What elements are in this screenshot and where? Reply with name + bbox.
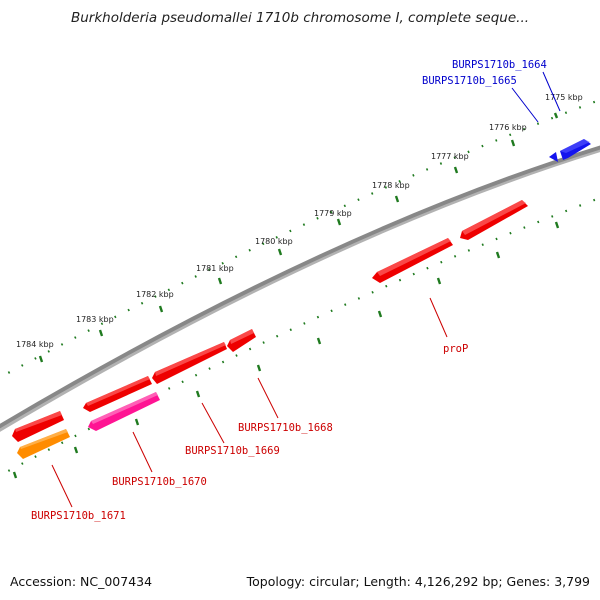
gene-feature-prop-b[interactable] bbox=[372, 238, 453, 283]
gene-label-prop[interactable]: proP bbox=[443, 343, 468, 355]
scale-label-1784: 1784 kbp bbox=[16, 340, 54, 349]
gene-label-1668[interactable]: BURPS1710b_1668 bbox=[238, 422, 333, 434]
gene-feature-1668[interactable] bbox=[227, 329, 256, 352]
scale-label-1778: 1778 kbp bbox=[372, 181, 410, 190]
gene-feature-1671-red[interactable] bbox=[12, 411, 64, 442]
gene-feature-1670[interactable] bbox=[88, 392, 160, 431]
scale-label-1775: 1775 kbp bbox=[545, 93, 583, 102]
chromosome-backbone bbox=[0, 145, 600, 429]
genome-summary-text: Topology: circular; Length: 4,126,292 bp… bbox=[246, 574, 590, 589]
accession-text: Accession: NC_007434 bbox=[10, 574, 153, 589]
chromosome-backbone-shadow bbox=[0, 146, 600, 432]
gene-feature-1665[interactable] bbox=[549, 152, 558, 162]
scale-label-1782: 1782 kbp bbox=[136, 290, 174, 299]
gene-feature-1669[interactable] bbox=[152, 342, 227, 384]
outer-major-ticks bbox=[38, 112, 559, 363]
scale-label-1783: 1783 kbp bbox=[76, 315, 114, 324]
inner-tick-row bbox=[0, 196, 600, 477]
gene-label-1664[interactable]: BURPS1710b_1664 bbox=[452, 59, 547, 71]
inner-major-ticks bbox=[12, 221, 560, 479]
gene-feature-1671[interactable] bbox=[17, 429, 70, 459]
scale-label-1779: 1779 kbp bbox=[314, 209, 352, 218]
scale-label-1781: 1781 kbp bbox=[196, 264, 234, 273]
label-leader-lines bbox=[51, 71, 561, 508]
scale-label-1776: 1776 kbp bbox=[489, 123, 527, 132]
gene-feature-prop-a[interactable] bbox=[460, 200, 528, 240]
gene-label-1669[interactable]: BURPS1710b_1669 bbox=[185, 445, 280, 457]
gene-feature-1669-b[interactable] bbox=[83, 376, 152, 412]
scale-label-1777: 1777 kbp bbox=[431, 152, 469, 161]
outer-tick-row bbox=[0, 98, 600, 379]
map-title: Burkholderia pseudomallei 1710b chromoso… bbox=[70, 10, 530, 26]
scale-label-1780: 1780 kbp bbox=[255, 237, 293, 246]
gene-label-1670[interactable]: BURPS1710b_1670 bbox=[112, 476, 207, 488]
gene-label-1671[interactable]: BURPS1710b_1671 bbox=[31, 510, 126, 522]
gene-label-1665[interactable]: BURPS1710b_1665 bbox=[422, 75, 517, 87]
gene-feature-1664[interactable] bbox=[560, 139, 591, 160]
